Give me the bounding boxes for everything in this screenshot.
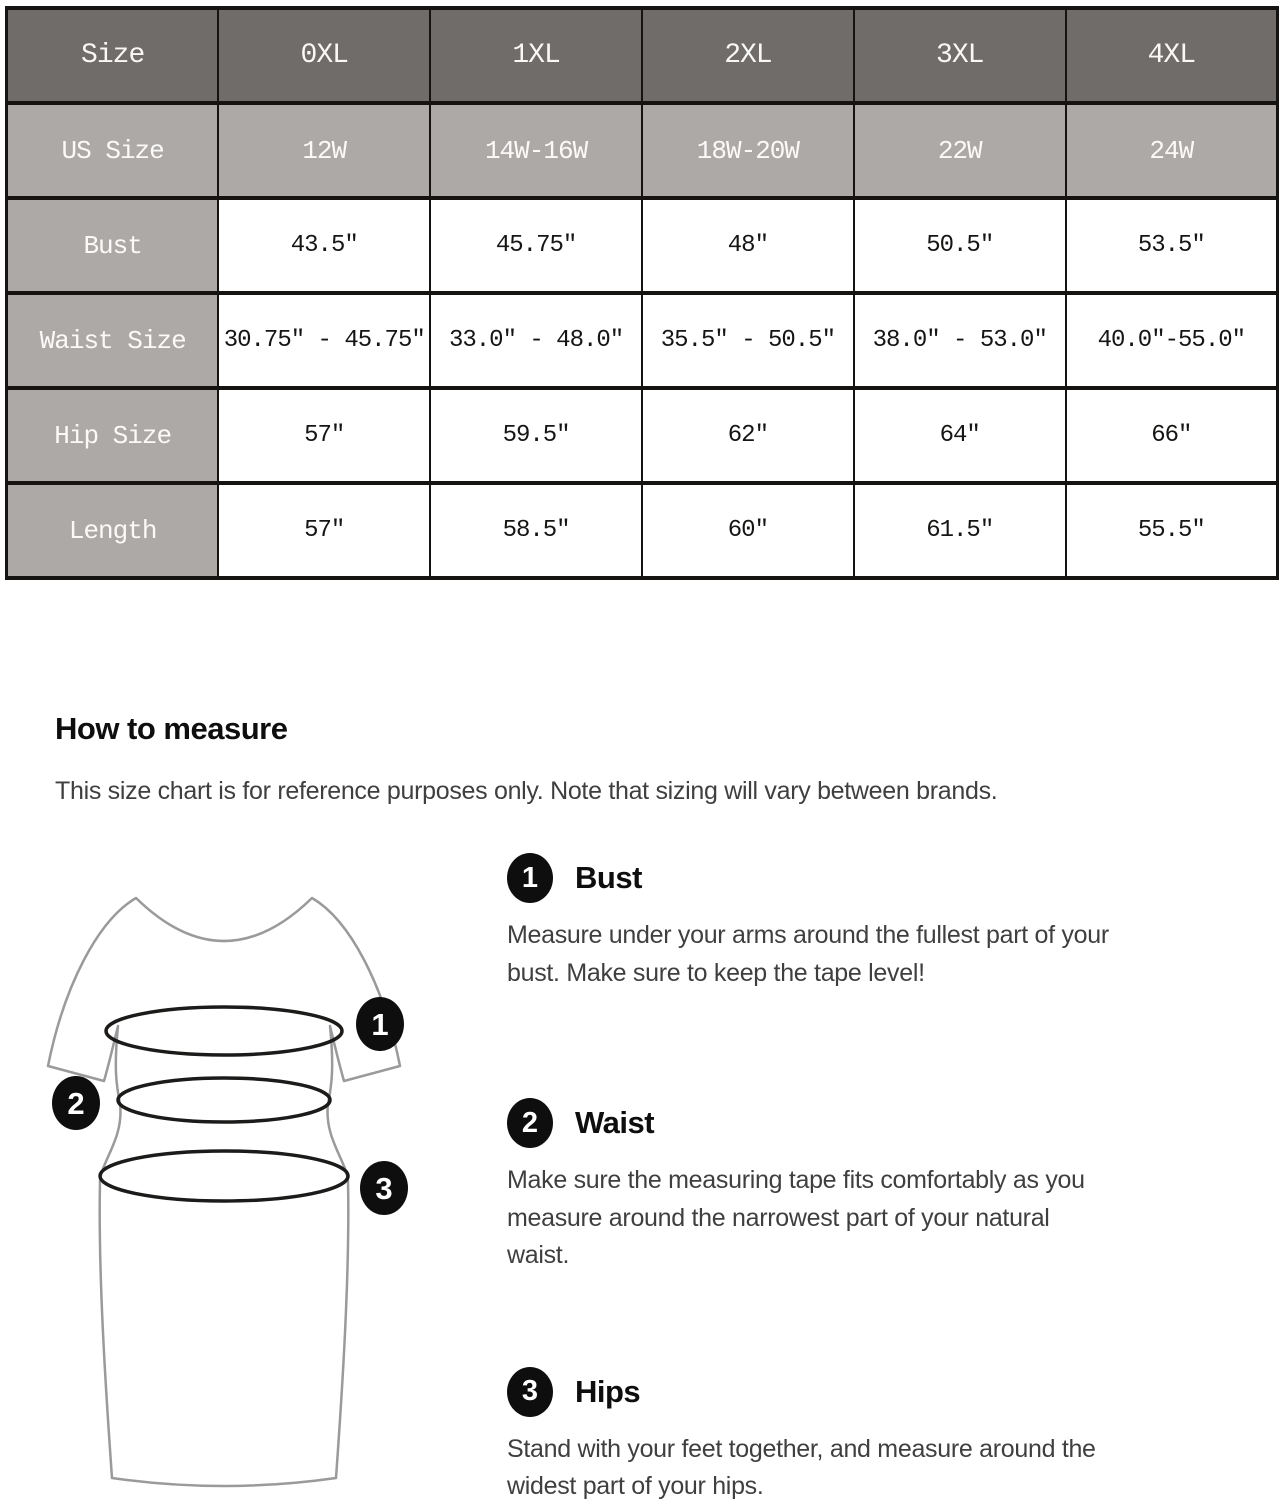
table-cell: 22W (852, 101, 1067, 200)
section-head: 1 Bust (507, 853, 1235, 903)
row-label: Hip Size (5, 386, 220, 485)
table-cell: 62″ (640, 386, 855, 485)
row-label: Bust (5, 196, 220, 295)
number-badge-icon: 1 (507, 853, 553, 903)
table-cell: 57″ (217, 386, 432, 485)
section-description: Measure under your arms around the fulle… (507, 921, 1109, 987)
dress-illustration: 1 2 3 (28, 874, 460, 1496)
section-head: 2 Waist (507, 1098, 1235, 1148)
table-row: Bust 43.5″ 45.75″ 48″ 50.5″ 53.5″ (5, 196, 1279, 295)
measure-section-hips: 3 Hips Stand with your feet together, and … (507, 1366, 1235, 1500)
dress-outline-shape (46, 896, 402, 1488)
table-cell: 18W-20W (640, 101, 855, 200)
table-cell: 43.5″ (217, 196, 432, 295)
table-cell: 57″ (217, 481, 432, 580)
bust-tape-line (104, 1005, 344, 1057)
section-description: Make sure the measuring tape fits comfor… (507, 1166, 1085, 1269)
section-head: 3 Hips (507, 1366, 1235, 1417)
section-title: Waist (575, 1105, 655, 1140)
table-cell: 33.0″ - 48.0″ (429, 291, 643, 390)
table-cell: 24W (1064, 101, 1279, 200)
size-chart-body: US Size 12W 14W-16W 18W-20W 22W 24W Bust 43.5″ 4… (5, 101, 1279, 580)
table-cell: 55.5″ (1064, 481, 1279, 580)
table-row: Waist Size 30.75″ - 45.75″ 33.0″ - 48.0″ 35… (5, 291, 1279, 390)
table-cell: 12W (217, 101, 432, 200)
row-label: Length (5, 481, 220, 580)
table-cell: 50.5″ (852, 196, 1067, 295)
dress-figure-svg: 1 2 3 (46, 896, 408, 1488)
column-header: 2XL (640, 6, 855, 105)
table-cell: 61.5″ (852, 481, 1067, 580)
how-to-measure-heading: How to measure (55, 711, 288, 746)
table-cell: 66″ (1064, 386, 1279, 485)
reference-note: This size chart is for reference purpose… (55, 777, 998, 805)
table-cell: 38.0″ - 53.0″ (852, 291, 1067, 390)
table-cell: 59.5″ (429, 386, 643, 485)
number-badge-icon: 2 (507, 1098, 553, 1148)
section-description: Stand with your feet together, and measu… (507, 1434, 1096, 1500)
table-cell: 53.5″ (1064, 196, 1279, 295)
hip-tape-line (98, 1149, 350, 1203)
column-header: Size (5, 6, 220, 105)
waist-marker-badge: 2 (52, 1076, 100, 1130)
row-label: US Size (5, 101, 220, 200)
table-cell: 48″ (640, 196, 855, 295)
hip-marker-badge: 3 (360, 1161, 408, 1215)
bust-marker-number: 1 (371, 1007, 388, 1042)
table-cell: 35.5″ - 50.5″ (640, 291, 855, 390)
column-header: 3XL (852, 6, 1067, 105)
table-cell: 14W-16W (429, 101, 643, 200)
measure-section-bust: 1 Bust Measure under your arms around the … (507, 853, 1235, 992)
size-chart-header: Size 0XL 1XL 2XL 3XL 4XL (5, 6, 1279, 105)
table-cell: 64″ (852, 386, 1067, 485)
table-header-row: Size 0XL 1XL 2XL 3XL 4XL (5, 6, 1279, 105)
table-cell: 40.0″-55.0″ (1064, 291, 1279, 390)
section-title: Bust (575, 860, 642, 895)
hip-marker-number: 3 (375, 1171, 392, 1206)
waist-tape-line (116, 1076, 332, 1124)
table-cell: 30.75″ - 45.75″ (217, 291, 432, 390)
measure-section-waist: 2 Waist Make sure the measuring tape fits … (507, 1098, 1235, 1275)
table-row: US Size 12W 14W-16W 18W-20W 22W 24W (5, 101, 1279, 200)
table-cell: 45.75″ (429, 196, 643, 295)
table-row: Length 57″ 58.5″ 60″ 61.5″ 55.5″ (5, 481, 1279, 580)
table-cell: 58.5″ (429, 481, 643, 580)
waist-marker-number: 2 (67, 1086, 84, 1121)
section-title: Hips (575, 1373, 641, 1409)
column-header: 4XL (1064, 6, 1279, 105)
row-label: Waist Size (5, 291, 220, 390)
measure-sections: 1 Bust Measure under your arms around the … (507, 853, 1235, 1500)
column-header: 1XL (429, 6, 643, 105)
table-row: Hip Size 57″ 59.5″ 62″ 64″ 66″ (5, 386, 1279, 485)
bust-marker-badge: 1 (356, 997, 404, 1051)
table-cell: 60″ (640, 481, 855, 580)
size-chart-table: Size 0XL 1XL 2XL 3XL 4XL US Size 12W 14W-16W 18W… (5, 6, 1279, 580)
column-header: 0XL (217, 6, 432, 105)
number-badge-icon: 3 (507, 1366, 553, 1417)
